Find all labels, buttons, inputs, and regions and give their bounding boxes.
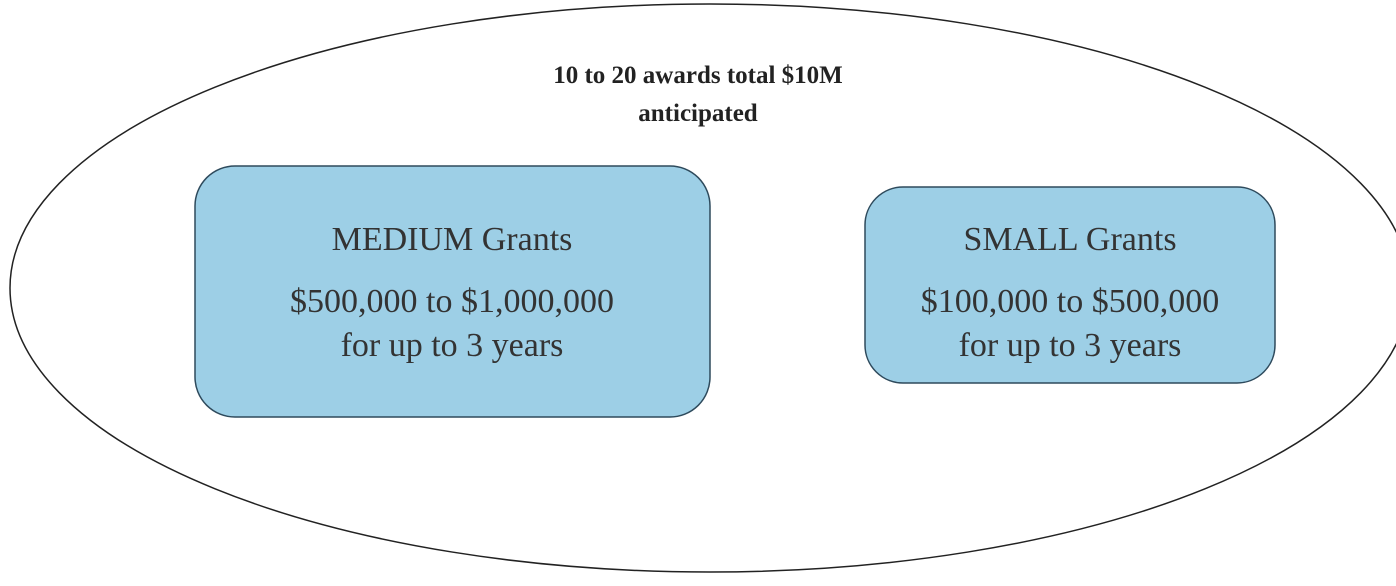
heading-line: 10 to 20 awards total $10M xyxy=(553,62,843,89)
box-line: for up to 3 years xyxy=(959,327,1182,364)
box-line: $500,000 to $1,000,000 xyxy=(290,283,614,320)
medium-box xyxy=(194,165,711,418)
small-box xyxy=(864,186,1276,384)
box-line: $100,000 to $500,000 xyxy=(921,283,1219,320)
heading-line: anticipated xyxy=(638,100,758,127)
box-line: for up to 3 years xyxy=(341,327,564,364)
box-title: MEDIUM Grants xyxy=(332,221,573,258)
box-title: SMALL Grants xyxy=(963,221,1176,258)
